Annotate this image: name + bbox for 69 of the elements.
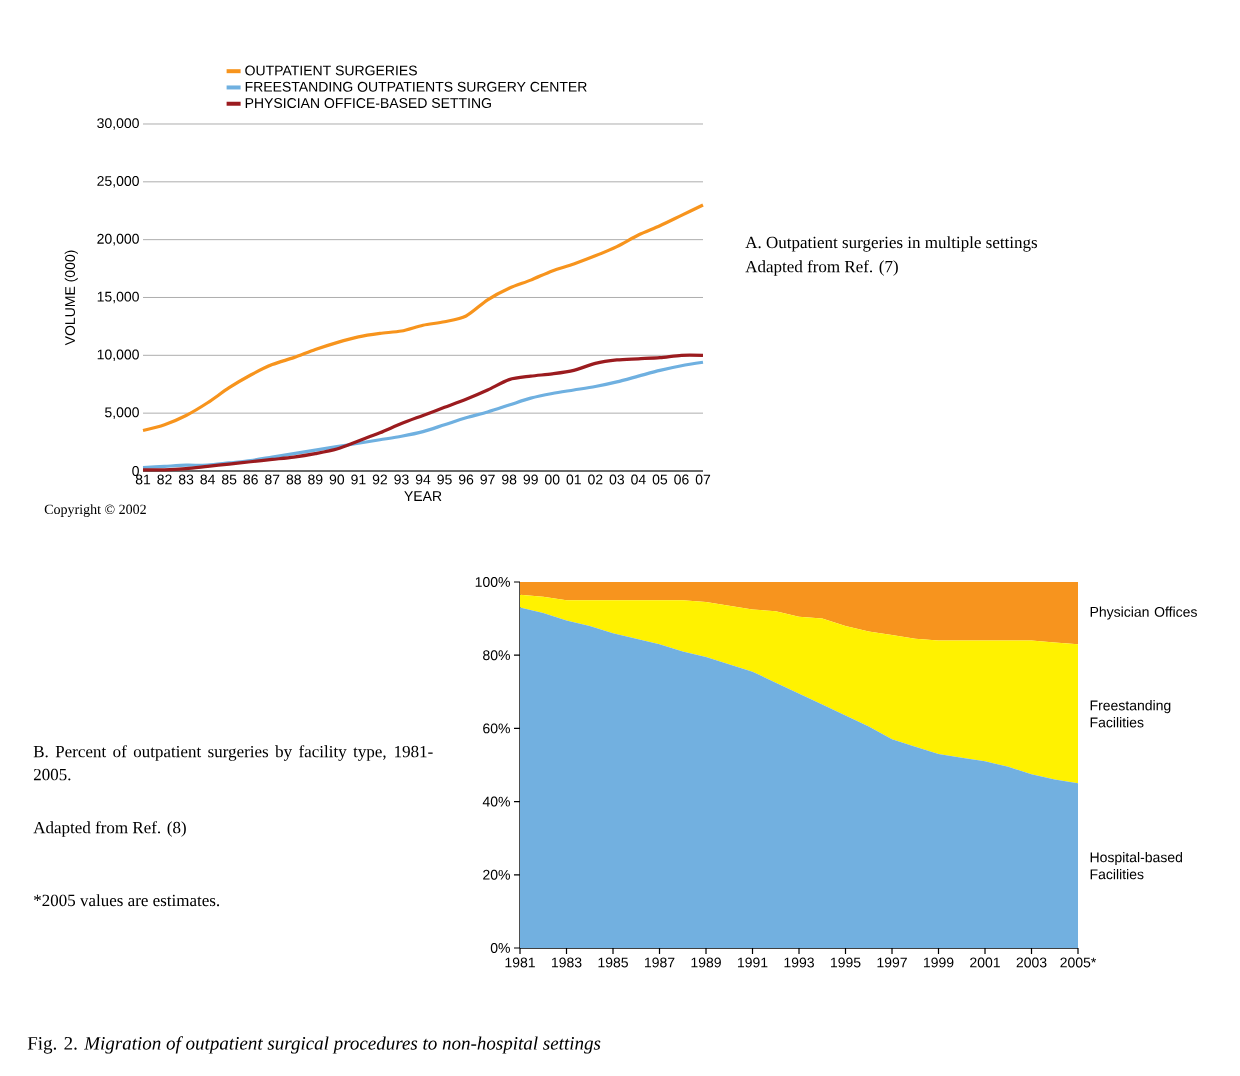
legend-label: PHYSICIAN OFFICE-BASED SETTING xyxy=(245,98,491,109)
x-tick-label: 93 xyxy=(394,474,409,485)
line-series xyxy=(141,203,705,433)
text: Copyright © 2002 xyxy=(44,504,146,517)
legend-label: OUTPATIENT SURGERIES xyxy=(245,65,417,76)
x-tick-label: 88 xyxy=(286,474,301,485)
x-axis-title: YEAR xyxy=(404,491,442,501)
x-tick-label: 83 xyxy=(178,474,194,485)
series-label: Physician Offices xyxy=(1090,606,1197,620)
text: B. Percent of outpatient surgeries by facility type, 1981-2005. xyxy=(33,745,433,781)
x-tick-label: 1985 xyxy=(598,957,628,968)
text: Adapted from Ref. (7) xyxy=(745,260,898,276)
x-tick-label: 94 xyxy=(415,474,431,485)
y-axis-title: VOLUME (000) xyxy=(64,250,78,346)
y-tick-label: 0% xyxy=(490,943,510,953)
x-tick-label: 95 xyxy=(437,474,452,485)
legend-label: FREESTANDING OUTPATIENTS SURGERY CENTER xyxy=(245,81,587,92)
series-label: Hospital-based Facilities xyxy=(1090,851,1182,880)
x-tick-label: 84 xyxy=(200,474,215,485)
x-tick-label: 2005* xyxy=(1060,957,1097,968)
x-tick-label: 90 xyxy=(329,474,345,485)
x-tick-label: 81 xyxy=(135,474,151,485)
x-tick-label: 92 xyxy=(372,474,388,485)
y-tick-label: 10,000 xyxy=(97,349,139,362)
x-tick-label: 04 xyxy=(631,474,646,485)
text: Adapted from Ref. (8) xyxy=(33,821,186,837)
y-tick-label: 15,000 xyxy=(97,291,139,304)
x-tick-label: 86 xyxy=(243,474,258,485)
x-tick-label: 1993 xyxy=(784,957,814,968)
x-tick-label: 89 xyxy=(308,474,323,485)
x-tick-label: 02 xyxy=(588,474,603,485)
x-tick-label: 1983 xyxy=(552,957,582,968)
x-tick-label: 2003 xyxy=(1016,957,1047,968)
y-tick-label: 20% xyxy=(483,869,510,880)
series-label: Freestanding Facilities xyxy=(1090,700,1171,728)
x-tick-label: 07 xyxy=(695,474,711,485)
x-tick-label: 1997 xyxy=(877,957,907,968)
x-tick-label: 1999 xyxy=(924,957,954,968)
x-tick-label: 03 xyxy=(609,474,625,485)
y-tick-label: 0 xyxy=(132,466,139,476)
x-tick-label: 91 xyxy=(351,474,366,485)
x-tick-label: 05 xyxy=(652,474,668,485)
y-tick-label: 80% xyxy=(483,650,510,661)
y-tick-label: 30,000 xyxy=(97,118,139,130)
y-tick-label: 20,000 xyxy=(97,233,139,246)
x-tick-label: 85 xyxy=(221,474,237,485)
y-tick-label: 60% xyxy=(483,723,510,734)
x-tick-label: 1991 xyxy=(738,957,768,968)
x-tick-label: 1987 xyxy=(645,957,675,968)
text: A. Outpatient surgeries in multiple settings xyxy=(745,236,1038,252)
y-tick-label: 25,000 xyxy=(97,176,139,188)
x-tick-label: 97 xyxy=(480,474,495,485)
y-tick-label: 5,000 xyxy=(105,407,139,419)
x-tick-label: 99 xyxy=(523,474,538,485)
x-tick-label: 96 xyxy=(458,474,474,485)
x-tick-label: 1981 xyxy=(505,957,535,968)
x-tick-label: 1989 xyxy=(691,957,721,968)
x-tick-label: 06 xyxy=(674,474,689,485)
x-tick-label: 2001 xyxy=(970,957,1000,968)
x-tick-label: 00 xyxy=(545,474,560,485)
x-tick-label: 87 xyxy=(265,474,280,485)
y-tick-label: 100% xyxy=(475,577,510,587)
y-tick-label: 40% xyxy=(482,796,510,807)
x-tick-label: 1995 xyxy=(831,957,861,968)
x-tick-label: 01 xyxy=(566,474,581,485)
caption: Fig. 2. Migration of outpatient surgical procedures to non-hospital settings xyxy=(27,1036,601,1054)
x-tick-label: 82 xyxy=(157,474,172,485)
text: *2005 values are estimates. xyxy=(34,894,220,907)
x-tick-label: 98 xyxy=(502,474,517,485)
